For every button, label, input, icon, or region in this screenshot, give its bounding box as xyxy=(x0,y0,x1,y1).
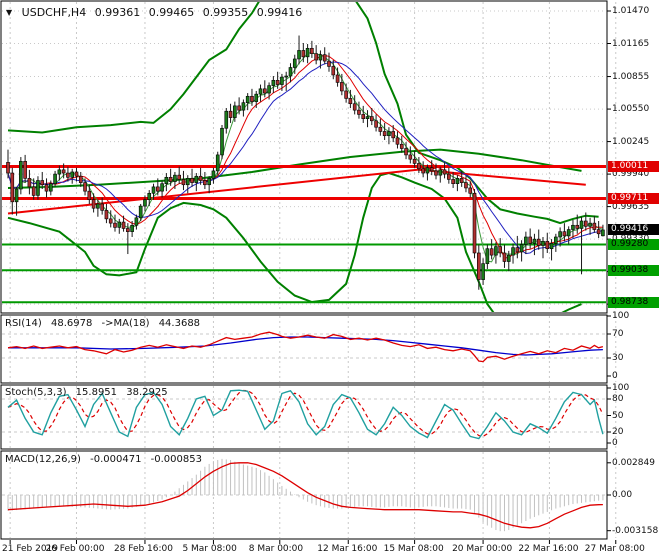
chart-title: ▼ USDCHF,H4 0.99361 0.99465 0.99355 0.99… xyxy=(6,6,307,19)
price-axis-label: 1.00550 xyxy=(612,104,650,115)
time-axis-label: 12 Mar 16:00 xyxy=(317,544,378,554)
rsi-name: RSI(14) xyxy=(5,318,42,329)
rsi-ma-value: 44.3688 xyxy=(158,318,201,329)
macd-axis-label: 0.002849 xyxy=(612,457,655,468)
stoch-axis-label: 100 xyxy=(612,383,630,393)
stoch-indicator-label: Stoch(5,3,3) 15.8951 38.2925 xyxy=(5,387,174,398)
ohlc-close: 0.99416 xyxy=(256,6,303,19)
price-axis-label: 1.01470 xyxy=(612,6,650,16)
ohlc-high: 0.99465 xyxy=(148,6,195,19)
macd-indicator-label: MACD(12,26,9) -0.000471 -0.000853 xyxy=(5,454,208,465)
time-axis-label: 27 Mar 08:00 xyxy=(584,544,645,554)
macd-axis-label: 0.00 xyxy=(612,490,633,500)
price-marker-badge: 0.98738 xyxy=(608,296,659,308)
time-axis-label: 20 Mar 00:00 xyxy=(452,544,513,554)
ohlc-low: 0.99355 xyxy=(202,6,249,19)
rsi-ma-name: ->MA(18) xyxy=(101,318,150,329)
stoch-axis-label: 50 xyxy=(612,410,624,421)
price-axis-label: 0.99940 xyxy=(612,169,650,180)
rsi-axis-label: 70 xyxy=(612,329,624,339)
time-axis-label: 15 Mar 08:00 xyxy=(383,544,444,554)
macd-signal-value: -0.000853 xyxy=(150,454,202,465)
stoch-d-value: 38.2925 xyxy=(126,387,168,398)
time-axis-label: 26 Feb 00:00 xyxy=(45,544,105,554)
price-marker-badge: 0.99711 xyxy=(608,193,659,204)
rsi-axis-label: 0 xyxy=(612,371,618,381)
stoch-axis-label: 20 xyxy=(612,427,624,437)
rsi-axis-label: 100 xyxy=(612,311,630,321)
price-axis-label: 1.01165 xyxy=(612,38,650,49)
rsi-indicator-label: RSI(14) 48.6978 ->MA(18) 44.3688 xyxy=(5,318,206,329)
symbol-label: USDCHF,H4 xyxy=(21,6,87,19)
time-axis-label: 5 Mar 08:00 xyxy=(182,544,237,554)
time-axis-label: 22 Mar 16:00 xyxy=(518,544,579,554)
time-axis-label: 21 Feb 2019 xyxy=(2,544,59,554)
macd-axis-label: -0.003158 xyxy=(612,525,659,536)
price-marker-badge: 0.99416 xyxy=(608,224,659,236)
rsi-axis-label: 30 xyxy=(612,353,624,363)
price-axis-label: 1.00245 xyxy=(612,136,650,147)
macd-value: -0.000471 xyxy=(90,454,142,465)
price-marker-badge: 0.99038 xyxy=(608,264,659,276)
price-axis-label: 1.00855 xyxy=(612,71,650,82)
stoch-k-value: 15.8951 xyxy=(75,387,118,398)
price-marker-badge: 1.00011 xyxy=(608,161,659,173)
stoch-name: Stoch(5,3,3) xyxy=(5,387,67,398)
time-axis-label: 28 Feb 16:00 xyxy=(113,544,173,554)
symbol-dropdown-icon[interactable]: ▼ xyxy=(6,8,13,17)
price-axis-label: 0.99635 xyxy=(612,201,650,212)
macd-name: MACD(12,26,9) xyxy=(5,454,81,465)
price-marker-badge: 0.99280 xyxy=(608,238,659,250)
ohlc-open: 0.99361 xyxy=(94,6,141,19)
stoch-axis-label: 0 xyxy=(612,438,618,448)
rsi-value: 48.6978 xyxy=(50,318,93,329)
time-axis-label: 8 Mar 00:00 xyxy=(248,544,304,554)
stoch-axis-label: 80 xyxy=(612,394,624,404)
